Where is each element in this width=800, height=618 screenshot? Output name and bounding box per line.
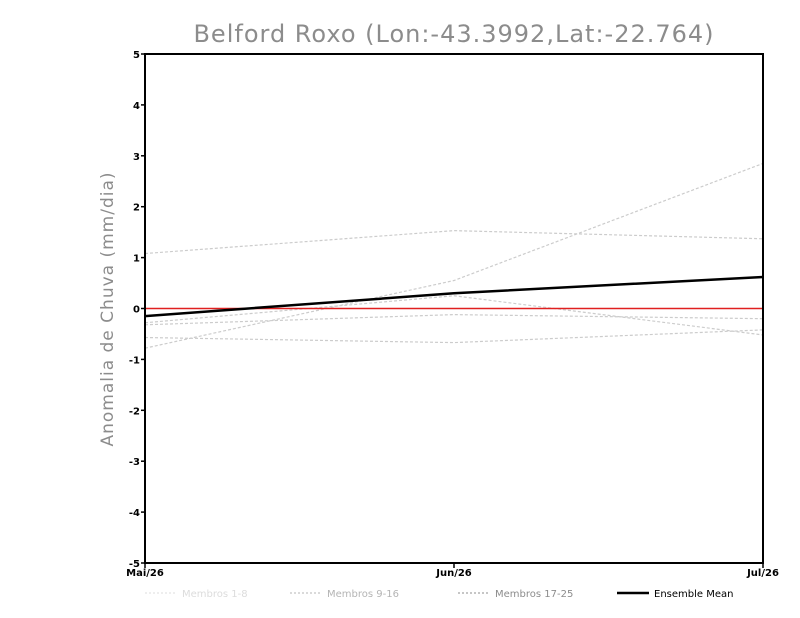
ensemble-mean-line — [144, 275, 764, 318]
y-tick-label: 2 — [133, 203, 140, 214]
y-axis-label: Anomalia de Chuva (mm/dia) — [98, 171, 118, 446]
y-tick-label: -1 — [129, 355, 140, 366]
member-series-line-2 — [144, 162, 764, 349]
legend-label-4: Ensemble Mean — [654, 589, 733, 600]
x-tick-label: Jun/26 — [435, 568, 472, 579]
y-tick-label: -5 — [129, 559, 140, 570]
legend-label-1: Membros 1-8 — [182, 589, 248, 600]
y-tick-label: 5 — [133, 50, 140, 61]
y-tick-label: -3 — [129, 457, 140, 468]
chart-title: Belford Roxo (Lon:-43.3992,Lat:-22.764) — [193, 20, 714, 48]
member-series-line-1 — [144, 230, 764, 255]
member-series-line-3 — [144, 295, 764, 336]
y-tick-label: 4 — [133, 101, 140, 112]
y-tick-label: -4 — [129, 508, 140, 519]
member-series-line-4 — [144, 329, 764, 344]
x-tick-label: Jul/26 — [746, 568, 779, 579]
legend-label-2: Membros 9-16 — [327, 589, 399, 600]
legend-label-3: Membros 17-25 — [495, 589, 573, 600]
x-tick-label: Mai/26 — [126, 568, 164, 579]
y-tick-label: -2 — [129, 406, 140, 417]
y-tick-label: 0 — [133, 305, 140, 316]
y-tick-label: 1 — [133, 254, 140, 265]
legend: Membros 1-8 Membros 9-16 Membros 17-25 Ense… — [145, 589, 733, 600]
y-tick-label: 3 — [133, 152, 140, 163]
member-series-line-5 — [144, 314, 764, 326]
